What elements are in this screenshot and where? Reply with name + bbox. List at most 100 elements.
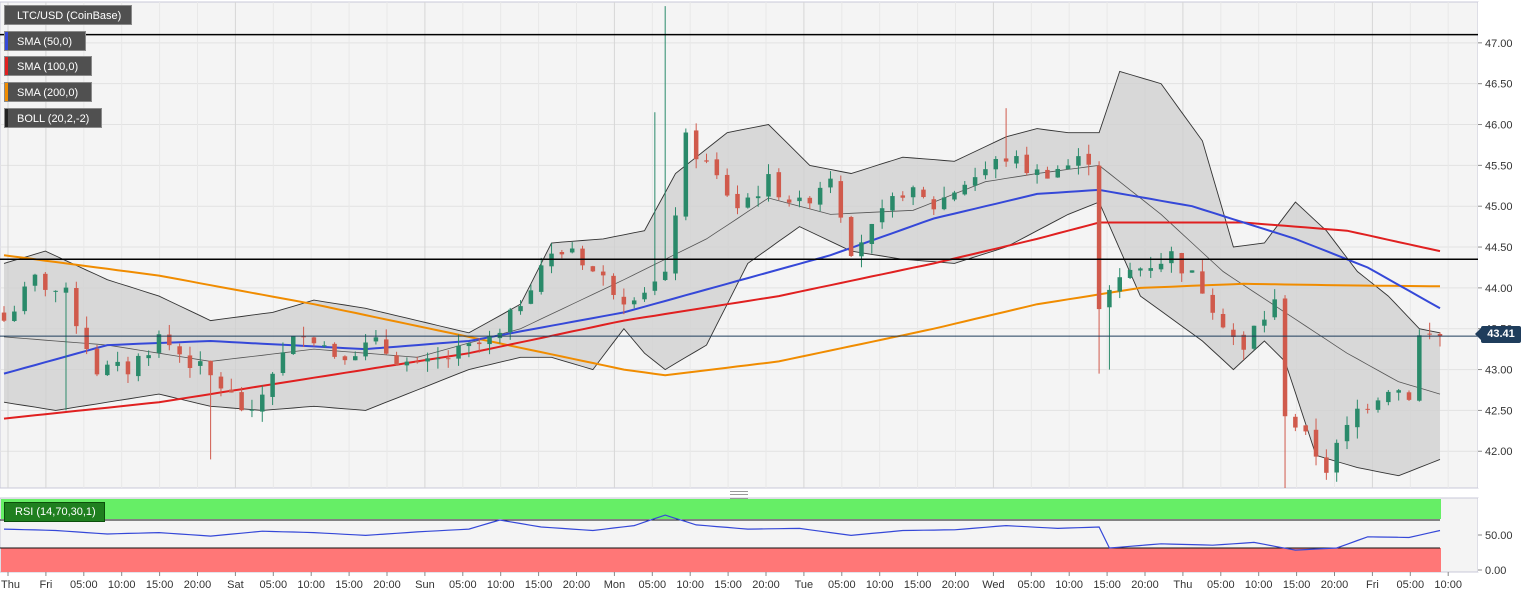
bollinger-fill	[4, 71, 1440, 476]
time-tick-label: 15:00	[525, 579, 553, 591]
time-tick-label: 05:00	[449, 579, 477, 591]
time-tick-label: 05:00	[260, 579, 288, 591]
candle-body	[621, 296, 627, 305]
candle-body	[766, 174, 771, 197]
sma50-label: SMA (50,0)	[17, 36, 73, 48]
candle-body	[105, 364, 110, 376]
candle-body	[580, 248, 585, 266]
rsi-label: RSI (14,70,30,1)	[15, 506, 96, 518]
candle-body	[528, 290, 534, 304]
time-tick-label: 15:00	[1283, 579, 1311, 591]
sma200-legend[interactable]: SMA (200,0)	[4, 82, 92, 102]
symbol-legend[interactable]: LTC/USD (CoinBase)	[4, 5, 132, 25]
candle-body	[1375, 400, 1381, 410]
candle-body	[590, 266, 596, 272]
sma100-label: SMA (100,0)	[17, 61, 79, 73]
candle-body	[1055, 168, 1061, 178]
price-tick-label: 43.00	[1485, 365, 1513, 377]
candle-body	[962, 184, 968, 195]
last-price-value: 43.41	[1487, 328, 1515, 340]
candle-body	[559, 252, 565, 255]
candle-body	[311, 337, 317, 344]
candle-body	[890, 196, 895, 211]
time-tick-label: 20:00	[1321, 579, 1349, 591]
candle-body	[1303, 425, 1308, 432]
price-tick-label: 44.50	[1485, 242, 1513, 254]
candle-body	[487, 335, 492, 345]
candle-body	[1065, 165, 1071, 170]
candle-body	[425, 358, 430, 362]
time-tick-label: Mon	[604, 579, 625, 591]
price-tick-label: 46.50	[1485, 79, 1513, 91]
candle-body	[177, 346, 182, 355]
candle-body	[1386, 391, 1391, 403]
boll-label: BOLL (20,2,-2)	[17, 113, 90, 125]
time-tick-label: 10:00	[487, 579, 515, 591]
candle-body	[280, 352, 286, 374]
time-tick-label: 15:00	[714, 579, 742, 591]
candle-body	[1, 312, 7, 321]
candle-body	[1220, 313, 1226, 328]
candle-body	[404, 361, 410, 366]
candle-body	[797, 197, 802, 202]
candle-body	[394, 355, 399, 366]
candle-body	[828, 178, 833, 188]
bollinger-upper-line	[3, 70, 1441, 334]
candle-body	[1096, 165, 1102, 310]
sma50-legend[interactable]: SMA (50,0)	[4, 31, 86, 51]
candle-body	[1313, 429, 1319, 457]
candle-body	[1034, 169, 1040, 175]
candle-body	[921, 189, 926, 198]
time-tick-label: Thu	[1, 579, 20, 591]
price-axis: 47.0046.5046.0045.5045.0044.5044.0043.50…	[1478, 2, 1536, 488]
time-tick-label: 10:00	[1245, 579, 1273, 591]
candle-body	[1241, 334, 1246, 350]
time-tick-label: Wed	[982, 579, 1004, 591]
price-tick-label: 47.00	[1485, 38, 1513, 50]
time-tick-label: 10:00	[297, 579, 325, 591]
time-tick-label: 15:00	[1093, 579, 1121, 591]
candle-body	[1272, 299, 1277, 318]
candle-body	[683, 132, 689, 217]
candle-body	[1324, 457, 1329, 473]
rsi-axis-background	[1478, 498, 1536, 572]
time-tick-label: 10:00	[1055, 579, 1083, 591]
time-tick-label: 05:00	[1018, 579, 1046, 591]
candle-body	[125, 361, 131, 375]
time-tick-label: 20:00	[752, 579, 780, 591]
rsi-oversold-zone	[1, 548, 1441, 572]
candle-body	[94, 348, 100, 375]
bollinger-middle-line	[3, 164, 1441, 395]
candle-body	[1200, 271, 1205, 294]
candle-body	[1437, 333, 1443, 337]
panel-resize-handle[interactable]	[730, 491, 748, 499]
candle-body	[931, 199, 937, 210]
candle-body	[53, 290, 58, 292]
candle-body	[735, 193, 740, 209]
rsi-overbought-zone	[1, 499, 1441, 519]
candle-body	[291, 336, 296, 355]
sma200-swatch	[5, 83, 8, 101]
rsi-legend[interactable]: RSI (14,70,30,1)	[4, 502, 105, 522]
boll-legend[interactable]: BOLL (20,2,-2)	[4, 108, 102, 128]
candle-body	[1396, 390, 1401, 393]
candle-body	[983, 169, 988, 176]
candle-body	[353, 356, 358, 361]
candle-body	[910, 187, 916, 198]
sma100-legend[interactable]: SMA (100,0)	[4, 56, 92, 76]
candle-body	[146, 355, 151, 359]
candle-body	[1355, 408, 1360, 428]
candle-body	[445, 358, 451, 360]
candle-body	[1076, 156, 1081, 166]
time-tick-label: 20:00	[184, 579, 212, 591]
time-tick-label: 20:00	[563, 579, 591, 591]
candle-body	[518, 306, 523, 312]
candle-body	[1344, 424, 1350, 442]
sma50-line	[3, 188, 1441, 375]
candle-body	[115, 361, 120, 366]
price-tick-label: 45.50	[1485, 160, 1513, 172]
candle-body	[167, 334, 172, 346]
time-tick-label: 05:00	[828, 579, 856, 591]
candle-body	[229, 389, 234, 393]
